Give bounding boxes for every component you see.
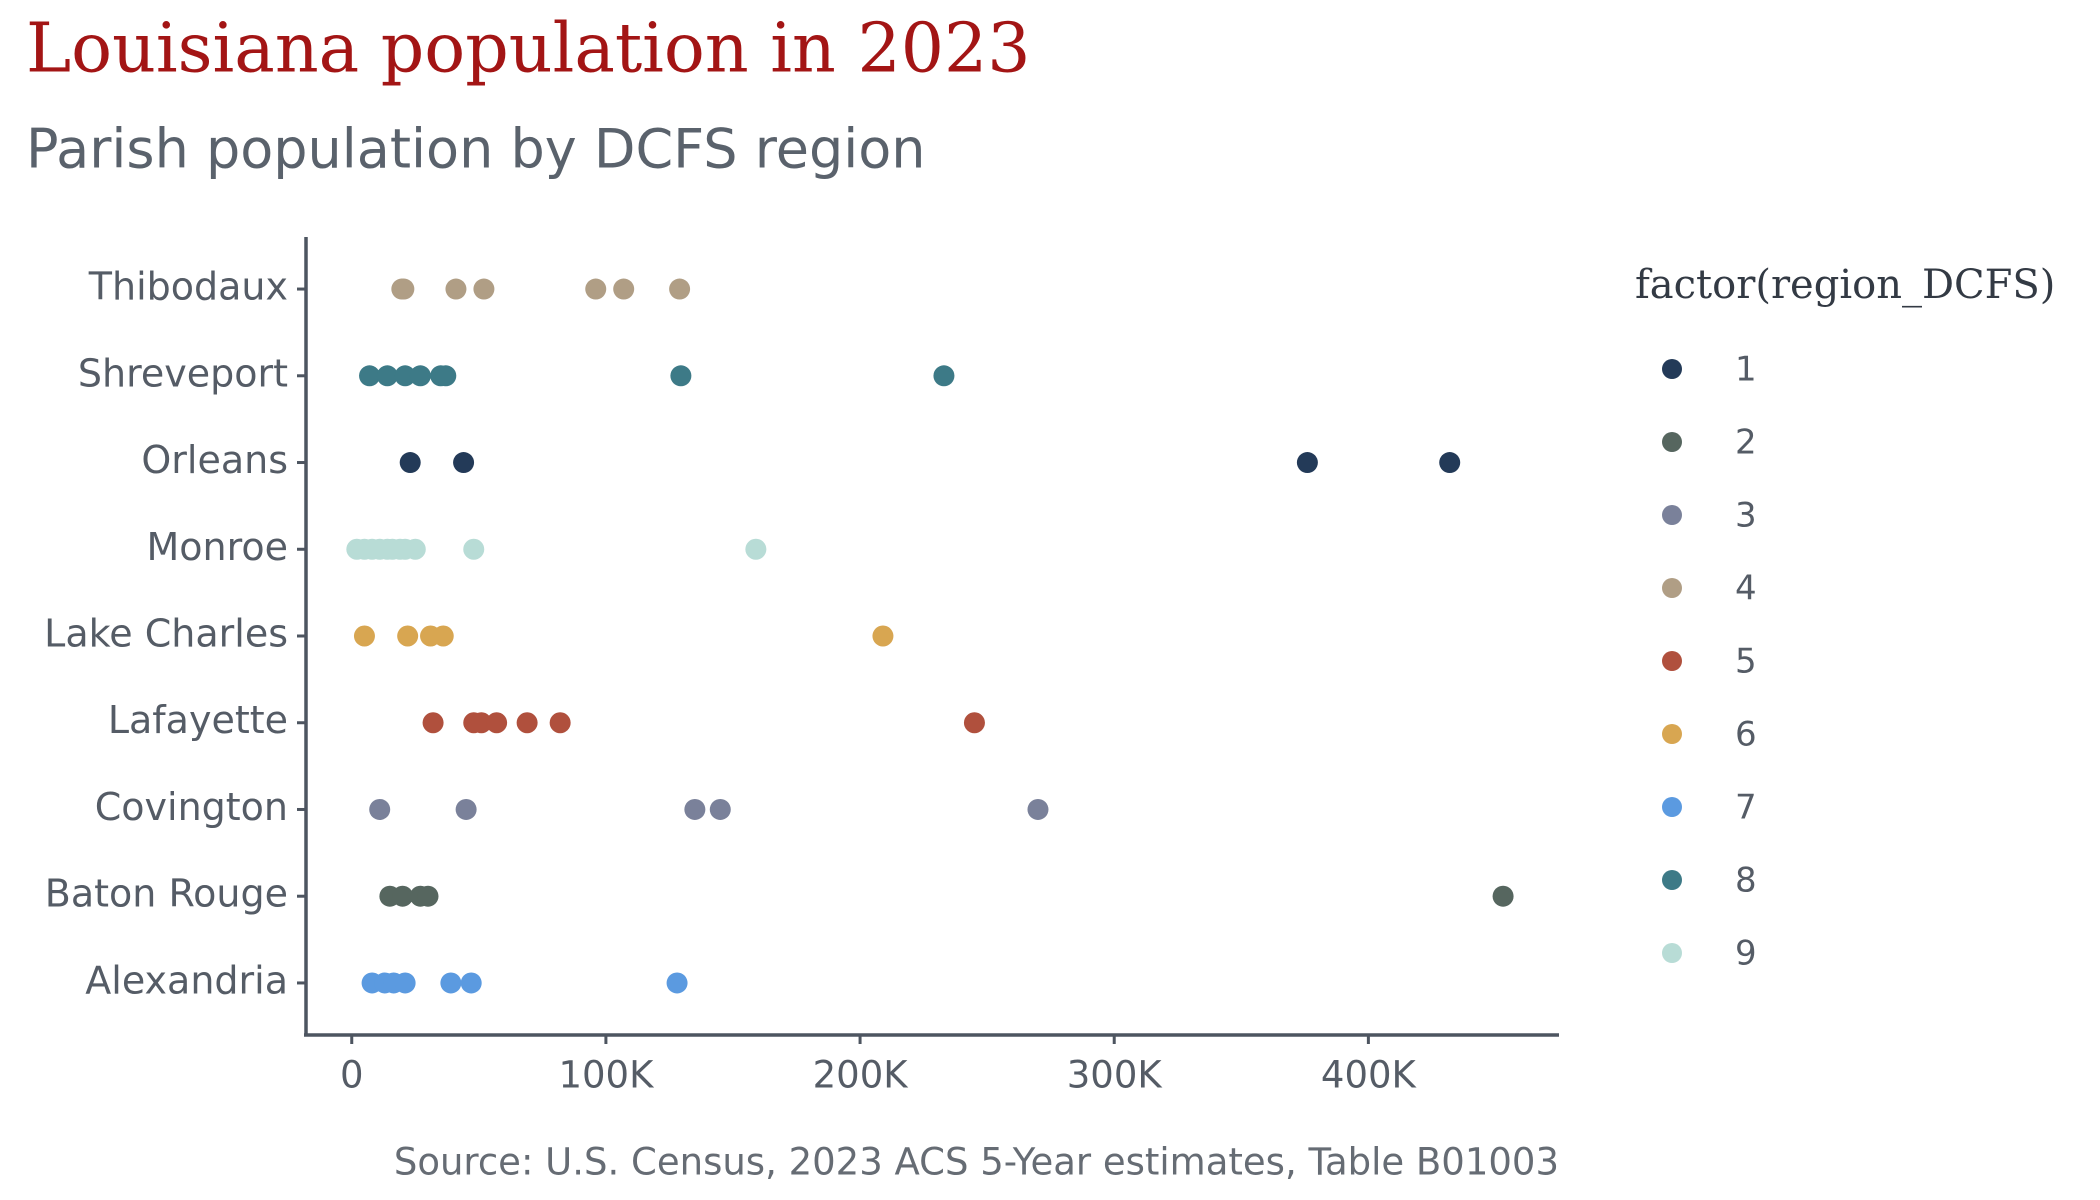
- x-tick-label: 200K: [813, 1054, 910, 1097]
- point: [709, 798, 731, 820]
- point: [404, 538, 426, 560]
- legend-marker: [1662, 578, 1682, 598]
- point: [669, 278, 691, 300]
- point: [666, 972, 688, 994]
- x-tick-label: 0: [340, 1054, 364, 1097]
- point: [422, 712, 444, 734]
- point: [453, 452, 475, 474]
- point: [684, 798, 706, 820]
- point: [585, 278, 607, 300]
- legend-label: 5: [1735, 642, 1757, 682]
- point: [745, 538, 767, 560]
- point: [394, 972, 416, 994]
- point: [670, 365, 692, 387]
- point: [933, 365, 955, 387]
- point: [1492, 885, 1514, 907]
- legend-marker: [1662, 651, 1682, 671]
- point: [963, 712, 985, 734]
- point: [359, 365, 381, 387]
- point: [516, 712, 538, 734]
- y-tick-label: Baton Rouge: [45, 872, 288, 916]
- y-tick-label: Shreveport: [78, 351, 288, 395]
- legend-title: factor(region_DCFS): [1635, 262, 2055, 308]
- point: [397, 625, 419, 647]
- x-tick-label: 300K: [1067, 1054, 1164, 1097]
- legend-label: 3: [1735, 496, 1757, 536]
- point: [435, 365, 457, 387]
- y-tick-label: Monroe: [146, 525, 288, 569]
- point: [1439, 452, 1461, 474]
- point: [393, 278, 415, 300]
- point: [613, 278, 635, 300]
- legend-marker: [1662, 797, 1682, 817]
- point: [455, 798, 477, 820]
- legend-label: 8: [1735, 861, 1757, 901]
- legend-label: 7: [1735, 788, 1757, 828]
- point: [549, 712, 571, 734]
- y-tick-label: Lake Charles: [44, 612, 288, 656]
- point: [409, 365, 431, 387]
- point: [445, 278, 467, 300]
- point: [460, 972, 482, 994]
- legend-label: 9: [1735, 934, 1757, 974]
- point: [394, 365, 416, 387]
- legend-marker: [1662, 870, 1682, 890]
- point: [470, 712, 492, 734]
- x-tick-label: 100K: [558, 1054, 655, 1097]
- legend-marker: [1662, 505, 1682, 525]
- legend-label: 4: [1735, 569, 1757, 609]
- point: [463, 538, 485, 560]
- legend-marker: [1662, 724, 1682, 744]
- point: [417, 885, 439, 907]
- point: [486, 712, 508, 734]
- y-tick-label: Orleans: [141, 438, 288, 482]
- point: [1296, 452, 1318, 474]
- legend-label: 1: [1735, 350, 1757, 390]
- y-tick-label: Lafayette: [108, 698, 288, 742]
- legend-marker: [1662, 432, 1682, 452]
- x-tick-label: 400K: [1321, 1054, 1418, 1097]
- point: [432, 625, 454, 647]
- legend-marker: [1662, 359, 1682, 379]
- point: [473, 278, 495, 300]
- point: [369, 798, 391, 820]
- point: [1027, 798, 1049, 820]
- source-note: Source: U.S. Census, 2023 ACS 5-Year est…: [394, 1141, 1559, 1184]
- legend-label: 6: [1735, 715, 1757, 755]
- point: [376, 365, 398, 387]
- point: [353, 625, 375, 647]
- chart-title: Louisiana population in 2023: [26, 10, 1031, 89]
- point: [392, 885, 414, 907]
- legend-marker: [1662, 943, 1682, 963]
- y-tick-label: Alexandria: [85, 958, 288, 1002]
- point: [872, 625, 894, 647]
- chart-subtitle: Parish population by DCFS region: [26, 118, 926, 181]
- y-tick-label: Covington: [95, 785, 288, 829]
- point: [399, 452, 421, 474]
- legend-label: 2: [1735, 423, 1757, 463]
- point: [440, 972, 462, 994]
- y-tick-label: Thibodaux: [88, 265, 288, 309]
